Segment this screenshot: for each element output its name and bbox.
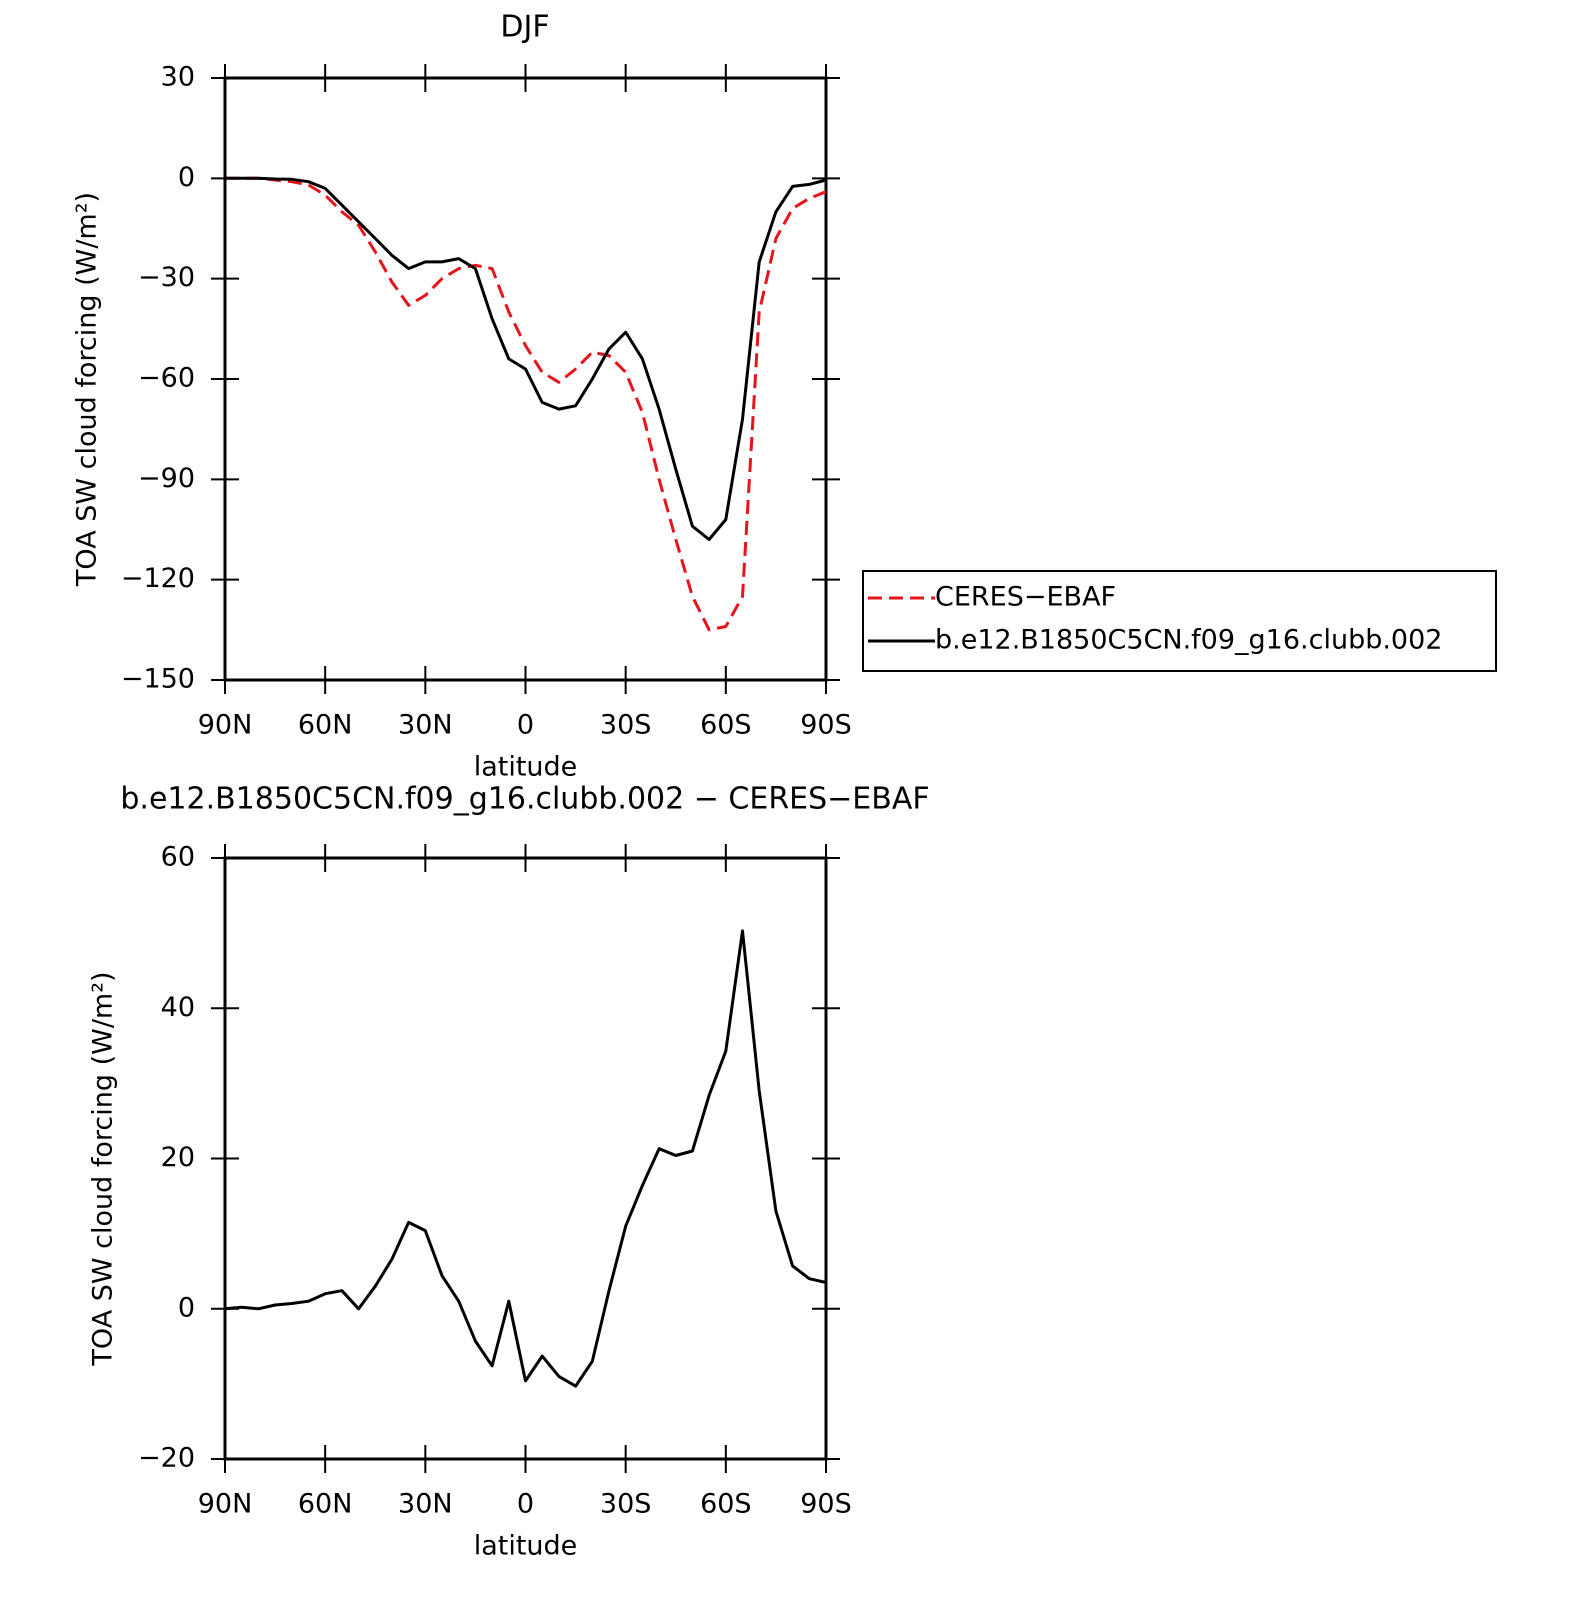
x-tick-label: 30S [600, 1489, 652, 1520]
plot-frame [223, 856, 828, 1461]
y-tick-label: −120 [121, 563, 195, 594]
x-tick-label: 60N [298, 710, 353, 741]
x-tick-label: 60N [298, 1489, 353, 1520]
x-tick-label: 90N [198, 1489, 253, 1520]
y-tick-label: 60 [161, 842, 195, 873]
legend-box [862, 570, 1497, 672]
y-tick-label: 40 [161, 992, 195, 1023]
y-tick-label: 0 [178, 1292, 195, 1323]
legend-label: CERES−EBAF [935, 582, 1116, 613]
x-tick-label: 0 [517, 1489, 534, 1520]
y-tick-label: 0 [178, 162, 195, 193]
y-tick-label: 20 [161, 1142, 195, 1173]
x-tick-label: 90N [198, 710, 253, 741]
x-tick-label: 30N [398, 1489, 453, 1520]
x-tick-label: 60S [700, 1489, 752, 1520]
x-tick-label: 0 [517, 710, 534, 741]
y-tick-label: −20 [138, 1443, 195, 1474]
y-axis-label: TOA SW cloud forcing (W/m²) [72, 192, 103, 587]
y-tick-label: 30 [161, 62, 195, 93]
chart-title: DJF [500, 10, 549, 45]
y-tick-label: −150 [121, 664, 195, 695]
y-tick-label: −60 [138, 363, 195, 394]
x-tick-label: 90S [800, 710, 852, 741]
x-tick-label: 60S [700, 710, 752, 741]
data-line [225, 176, 827, 541]
plot-frame [223, 76, 828, 682]
x-tick-label: 30S [600, 710, 652, 741]
x-tick-label: 30N [398, 710, 453, 741]
x-axis-label: latitude [474, 1531, 578, 1562]
x-axis-label: latitude [474, 752, 578, 783]
y-tick-label: −30 [138, 262, 195, 293]
chart-title: b.e12.B1850C5CN.f09_g16.clubb.002 − CERE… [120, 782, 929, 817]
legend-label: b.e12.B1850C5CN.f09_g16.clubb.002 [935, 625, 1442, 656]
y-axis-label: TOA SW cloud forcing (W/m²) [88, 971, 119, 1366]
data-line [225, 176, 827, 632]
x-tick-label: 90S [800, 1489, 852, 1520]
y-tick-label: −90 [138, 463, 195, 494]
data-line [224, 929, 827, 1388]
